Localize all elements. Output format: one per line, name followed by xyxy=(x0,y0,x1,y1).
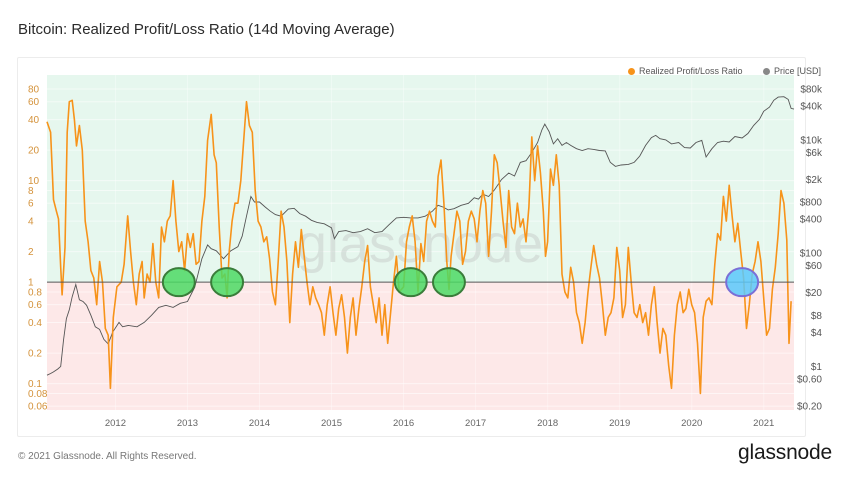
x-tick-label: 2013 xyxy=(177,418,198,429)
legend-dot-price-icon xyxy=(763,67,770,75)
y2-tick-label: $0.20 xyxy=(797,402,822,413)
y-tick-label: 0.2 xyxy=(28,349,42,360)
legend-dot-ratio-icon xyxy=(628,67,635,75)
y-tick-label: 2 xyxy=(28,247,34,258)
x-tick-label: 2017 xyxy=(465,418,486,429)
y-tick-label: 0.8 xyxy=(28,288,42,299)
chart-title: Bitcoin: Realized Profit/Loss Ratio (14d… xyxy=(18,21,395,38)
y-tick-label: 8 xyxy=(28,186,34,197)
x-tick-label: 2015 xyxy=(321,418,342,429)
y2-tick-label: $800 xyxy=(800,198,823,209)
y-tick-label: 0.1 xyxy=(28,379,42,390)
legend-item-price[interactable]: Price [USD] xyxy=(763,66,821,76)
x-tick-label: 2020 xyxy=(681,418,702,429)
y2-tick-label: $100 xyxy=(800,249,823,260)
y2-tick-label: $8 xyxy=(811,311,823,322)
y2-tick-label: $2k xyxy=(806,175,823,186)
y2-tick-label: $4 xyxy=(811,328,823,339)
x-tick-label: 2018 xyxy=(537,418,558,429)
y-tick-label: 10 xyxy=(28,176,40,187)
loss-zone xyxy=(47,282,794,410)
y2-tick-label: $20 xyxy=(805,288,822,299)
y2-tick-label: $80k xyxy=(800,84,823,95)
x-tick-label: 2021 xyxy=(753,418,774,429)
annotation-ellipse-green xyxy=(393,267,428,298)
y-tick-label: 4 xyxy=(28,217,34,228)
ratio-series-line xyxy=(46,99,792,395)
x-tick-label: 2014 xyxy=(249,418,270,429)
annotation-ellipse-green xyxy=(161,267,196,298)
y-tick-label: 20 xyxy=(28,146,40,157)
y2-tick-label: $400 xyxy=(800,215,823,226)
legend-label-price: Price [USD] xyxy=(774,66,822,76)
copyright-text: © 2021 Glassnode. All Rights Reserved. xyxy=(18,451,197,462)
annotation-ellipse-green xyxy=(210,267,245,298)
y2-tick-label: $10k xyxy=(800,135,823,146)
annotation-ellipse-green xyxy=(431,267,466,298)
y-tick-label: 0.08 xyxy=(28,389,48,400)
x-tick-label: 2012 xyxy=(105,418,126,429)
y-tick-label: 0.4 xyxy=(28,318,42,329)
price-series-line xyxy=(46,96,795,376)
y-tick-label: 0.06 xyxy=(28,402,48,413)
legend-item-ratio[interactable]: Realized Profit/Loss Ratio xyxy=(628,66,743,76)
y-tick-label: 6 xyxy=(28,199,34,210)
y2-tick-label: $40k xyxy=(800,101,823,112)
annotation-ellipse-blue xyxy=(725,267,760,298)
y2-tick-label: $0.60 xyxy=(797,374,822,385)
legend-label-ratio: Realized Profit/Loss Ratio xyxy=(639,66,743,76)
glassnode-logo[interactable]: glassnode xyxy=(738,441,832,464)
y-tick-label: 1 xyxy=(28,278,34,289)
x-tick-label: 2016 xyxy=(393,418,414,429)
x-tick-label: 2019 xyxy=(609,418,630,429)
y2-tick-label: $60 xyxy=(805,261,822,272)
y-tick-label: 60 xyxy=(28,97,40,108)
y-tick-label: 80 xyxy=(28,85,40,96)
y2-tick-label: $1 xyxy=(811,362,823,373)
y2-tick-label: $6k xyxy=(806,148,823,159)
y-tick-label: 0.6 xyxy=(28,300,42,311)
y-tick-label: 40 xyxy=(28,115,40,126)
